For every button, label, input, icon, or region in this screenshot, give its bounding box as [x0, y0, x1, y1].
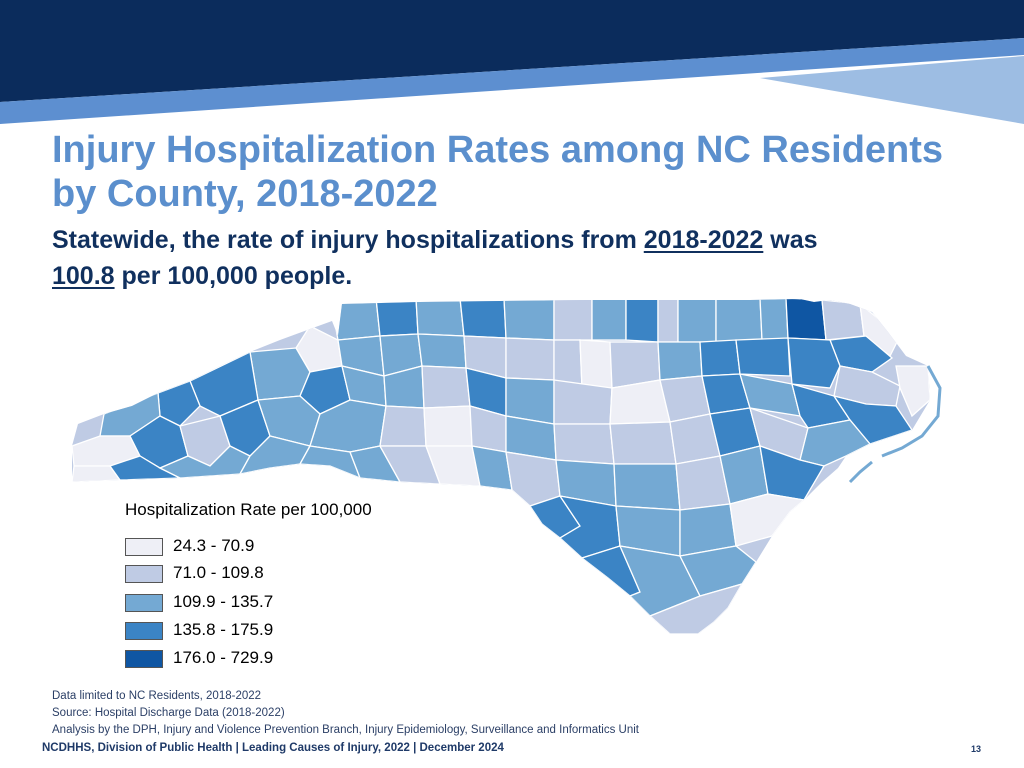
county [553, 379, 613, 425]
banner-light-wedge [760, 56, 1024, 124]
title-line-1: Injury Hospitalization Rates among NC Re… [52, 129, 944, 171]
subtitle-text-1: Statewide, the rate of injury hospitaliz… [52, 226, 637, 254]
note-data-limit: Data limited to NC Residents, 2018-2022 [52, 690, 262, 702]
legend-swatch [125, 538, 163, 556]
subtitle-text-3: per 100,000 people. [121, 262, 353, 290]
county [677, 299, 717, 343]
title-line-2: by County, 2018-2022 [52, 173, 438, 215]
legend-swatch [125, 622, 163, 640]
subtitle-rate: 100.8 [52, 262, 115, 290]
legend-swatch [125, 565, 163, 583]
county [699, 339, 741, 377]
outer-banks-south [848, 460, 873, 484]
note-source: Source: Hospital Discharge Data (2018-20… [52, 707, 285, 719]
county [679, 545, 757, 597]
subtitle-text-2: was [770, 226, 818, 254]
county [421, 365, 471, 409]
county [735, 337, 791, 377]
slide-title: Injury Hospitalization Rates among NC Re… [52, 128, 1012, 216]
legend-label: 176.0 - 729.9 [173, 648, 274, 667]
legend-swatch [125, 594, 163, 612]
nc-county-map [72, 299, 942, 634]
county [821, 299, 865, 341]
county [503, 299, 555, 341]
county [609, 421, 677, 465]
county [785, 299, 827, 341]
legend-label: 24.3 - 70.9 [173, 536, 255, 555]
county [657, 341, 703, 381]
county [423, 405, 473, 447]
legend-title: Hospitalization Rate per 100,000 [125, 500, 372, 519]
county [625, 299, 659, 343]
county [417, 333, 467, 369]
county [375, 299, 419, 337]
subtitle-years: 2018-2022 [643, 226, 764, 254]
legend-label: 109.9 - 135.7 [173, 592, 274, 611]
county [459, 299, 507, 339]
county [591, 299, 627, 341]
county [553, 299, 593, 341]
county [379, 405, 427, 447]
page-number: 13 [971, 744, 982, 754]
outer-banks [881, 365, 942, 458]
slide-subtitle: Statewide, the rate of injury hospitaliz… [52, 222, 952, 294]
header-banner [0, 0, 1024, 124]
county [505, 451, 561, 507]
county [657, 299, 679, 343]
legend-label: 71.0 - 109.8 [173, 563, 264, 582]
footer-text: NCDHHS, Division of Public Health | Lead… [42, 742, 504, 754]
county [895, 365, 930, 418]
county [787, 337, 841, 389]
banner-mid-stripe [0, 38, 1024, 124]
legend-label: 135.8 - 175.9 [173, 620, 274, 639]
county [415, 299, 465, 337]
note-analysis: Analysis by the DPH, Injury and Violence… [52, 724, 640, 736]
county-shapes [72, 299, 930, 634]
county [553, 423, 615, 465]
county [759, 445, 826, 501]
county [613, 463, 681, 511]
legend-swatch [125, 650, 163, 668]
county [579, 339, 613, 389]
county [648, 582, 744, 634]
data-notes: Data limited to NC Residents, 2018-2022 … [52, 688, 639, 739]
county [715, 299, 763, 343]
county [505, 337, 555, 381]
map-legend: Hospitalization Rate per 100,000 24.3 - … [118, 496, 418, 676]
county [759, 299, 789, 341]
county [329, 299, 381, 341]
county [298, 445, 362, 480]
banner-dark-band [0, 0, 1024, 102]
